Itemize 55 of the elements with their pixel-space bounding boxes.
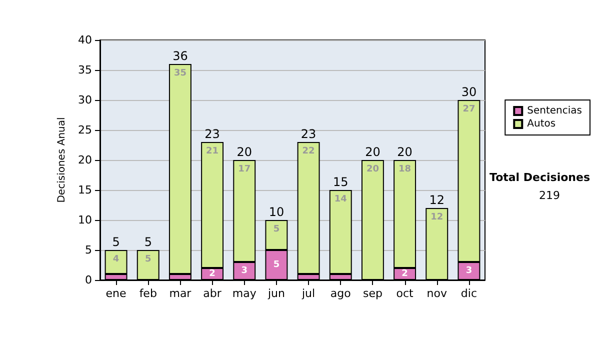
total-label: 15 [332, 175, 348, 189]
total-label: 23 [300, 127, 316, 141]
total-label: 30 [461, 85, 477, 99]
data-label: 5 [144, 254, 152, 264]
data-label: 27 [462, 104, 476, 114]
data-label: 3 [466, 266, 472, 276]
total-label: 10 [268, 205, 284, 219]
y-tick-label: 0 [85, 274, 92, 286]
data-label: 2 [209, 269, 216, 279]
data-label: 12 [430, 212, 444, 222]
x-tick-label: jun [266, 287, 285, 300]
data-label: 5 [273, 260, 280, 270]
y-tick-label: 15 [78, 184, 92, 196]
y-tick-label: 10 [78, 214, 92, 226]
text: 219 [539, 189, 560, 202]
data-label: 4 [112, 254, 120, 264]
data-label: 20 [366, 164, 379, 174]
total-label: 20 [236, 145, 252, 159]
x-tick-label: ene [106, 287, 127, 300]
x-tick-label: jul [300, 287, 316, 300]
total-label: 20 [365, 145, 380, 159]
data-label: 22 [302, 146, 315, 156]
y-tick-label: 20 [78, 154, 92, 166]
text: Total Decisiones [490, 171, 590, 184]
total-label: 36 [172, 49, 188, 63]
data-label: 3 [241, 266, 248, 276]
total-label: 12 [429, 193, 445, 207]
x-tick-label: sep [362, 287, 382, 300]
x-tick-label: abr [203, 287, 222, 300]
data-label: 35 [174, 68, 186, 78]
data-label: 2 [402, 269, 408, 279]
x-tick-label: mar [169, 287, 192, 300]
y-tick-label: 30 [78, 94, 92, 106]
y-tick-label: 5 [85, 244, 92, 256]
total-label: 20 [397, 145, 412, 159]
y-tick-label: 25 [78, 124, 92, 136]
y-axis-title: Decisiones Anual [56, 117, 68, 203]
data-label: 21 [206, 146, 219, 156]
x-tick-label: oct [396, 287, 414, 300]
x-tick-label: feb [139, 287, 157, 300]
y-tick-label: 35 [78, 64, 92, 76]
legend-label: Autos [527, 118, 556, 130]
data-label: 17 [238, 164, 251, 174]
total-label: 23 [204, 127, 220, 141]
x-tick-label: may [232, 287, 257, 300]
total-label: 5 [112, 235, 120, 249]
data-label: 18 [398, 164, 412, 174]
data-label: 5 [273, 224, 280, 234]
legend-label: Sentencias [527, 106, 582, 116]
total-label: 5 [144, 235, 152, 249]
x-tick-label: nov [426, 287, 448, 300]
x-tick-label: dic [460, 287, 478, 300]
data-label: 14 [334, 194, 347, 204]
y-tick-label: 40 [78, 34, 92, 46]
x-tick-label: ago [330, 287, 352, 300]
